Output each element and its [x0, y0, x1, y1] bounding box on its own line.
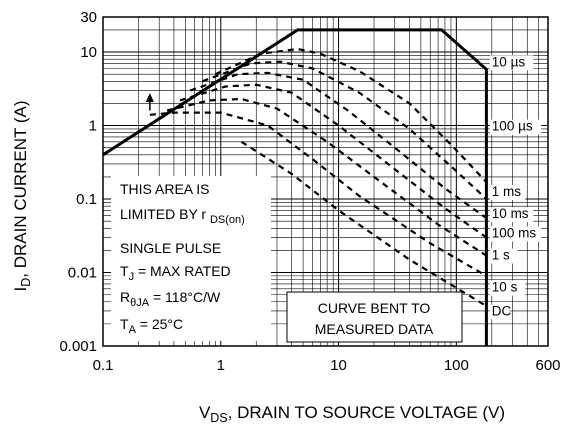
measured-note-line2: MEASURED DATA — [315, 321, 434, 337]
annotations: THIS AREA IS LIMITED BY r DS(on) SINGLE PU… — [111, 176, 463, 343]
curve-label-background — [489, 280, 526, 296]
tick-labels: 0.1 1 10 100 600 30 10 1 0.1 0.01 0.001 — [59, 9, 560, 374]
y-tick-label: 0.001 — [59, 338, 97, 355]
area-note-line2: LIMITED BY r DS(on) — [120, 206, 245, 226]
pulse-curve — [149, 111, 487, 277]
boundary-line — [102, 28, 488, 346]
y-tick-label: 0.1 — [76, 191, 97, 208]
pulse-curve — [189, 71, 488, 219]
x-tick-label: 600 — [535, 357, 560, 374]
x-tick-label: 1 — [217, 357, 225, 374]
rth-note: RθJA = 118°C/W — [120, 289, 221, 309]
curve-label: DC — [492, 304, 512, 319]
area-note-line1: THIS AREA IS — [120, 181, 209, 197]
y-tick-label: 10 — [80, 44, 97, 61]
curves — [102, 28, 488, 346]
x-axis-title: VDS, DRAIN TO SOURCE VOLTAGE (V) — [199, 403, 505, 425]
y-tick-label: 30 — [80, 9, 97, 26]
curve-label: 100 ms — [492, 225, 537, 240]
tj-note: TJ = MAX RATED — [120, 263, 231, 283]
curve-label-background — [489, 184, 526, 200]
annotation-background — [111, 176, 271, 341]
curve-label-background — [489, 226, 542, 242]
plot-frame — [102, 16, 549, 347]
curve-label-background — [489, 119, 542, 135]
curve-label-background — [489, 55, 534, 71]
curve-label: 10 µs — [492, 54, 526, 69]
pulse-curve — [202, 60, 488, 200]
single-pulse-note: SINGLE PULSE — [120, 240, 221, 256]
curve-label: 10 s — [492, 280, 518, 295]
measured-data-box — [286, 291, 463, 343]
ta-note: TA = 25°C — [120, 316, 183, 336]
x-tick-label: 10 — [330, 357, 347, 374]
curve-label: 1 ms — [492, 184, 522, 199]
curve-label: 100 µs — [492, 119, 533, 134]
curve-label-background — [489, 248, 518, 264]
measured-note-line1: CURVE BENT TO — [318, 300, 431, 316]
pulse-curve — [240, 140, 487, 307]
y-tick-label: 1 — [89, 118, 97, 135]
curve-labels: 10 µs 100 µs 1 ms 10 ms 100 ms 1 s 10 s DC — [489, 54, 542, 320]
curve-label: 10 ms — [492, 206, 529, 221]
y-tick-label: 0.01 — [68, 265, 97, 282]
y-axis-title: ID, DRAIN CURRENT (A) — [11, 100, 33, 291]
x-tick-label: 100 — [444, 357, 469, 374]
curve-label: 1 s — [492, 248, 510, 263]
pulse-curve — [166, 97, 487, 257]
x-tick-label: 0.1 — [93, 357, 114, 374]
grid — [103, 17, 548, 346]
curve-label-background — [489, 207, 534, 223]
pulse-curve — [179, 83, 488, 239]
curve-label-background — [489, 304, 510, 320]
pulse-curve — [214, 47, 488, 183]
arrow-head — [145, 93, 154, 103]
